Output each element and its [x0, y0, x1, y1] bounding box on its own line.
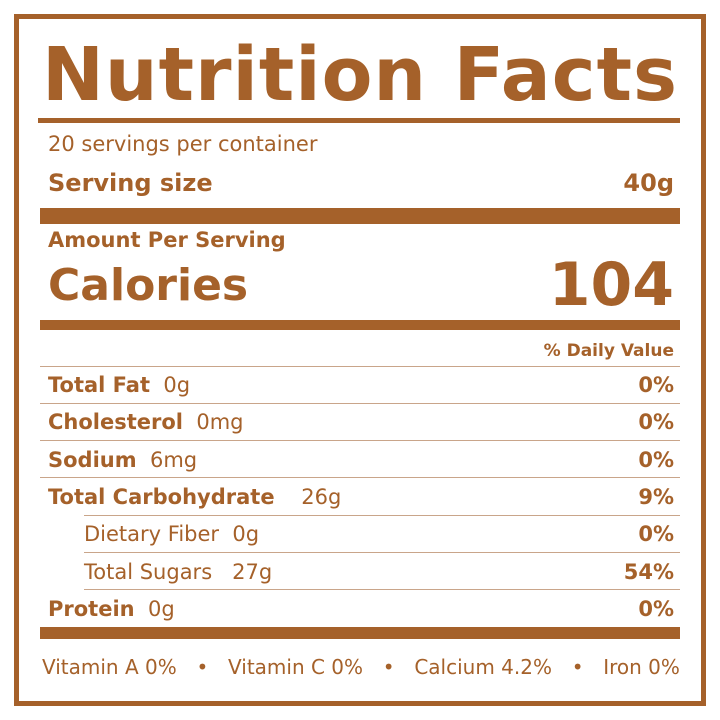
- vitamin-a: Vitamin A 0%: [42, 655, 177, 679]
- divider: [40, 366, 680, 367]
- daily-value-header-row: % Daily Value: [48, 336, 674, 366]
- calories-value: 104: [548, 250, 674, 320]
- nutrient-name: Dietary Fiber: [84, 522, 220, 546]
- nutrient-amount: 26g: [301, 485, 342, 509]
- nutrient-name: Total Sugars: [84, 560, 213, 584]
- divider: [40, 477, 680, 478]
- label-border: [14, 14, 706, 706]
- nutrient-row-total-sugars: Total Sugars 27g 54%: [84, 557, 674, 587]
- calcium: Calcium 4.2%: [414, 655, 552, 679]
- serving-size-label: Serving size: [48, 169, 213, 197]
- nutrient-row-dietary-fiber: Dietary Fiber 0g 0%: [84, 519, 674, 549]
- divider: [84, 552, 680, 553]
- nutrient-amount: 27g: [232, 560, 273, 584]
- nutrient-dv: 0%: [638, 597, 674, 621]
- title-word-facts: Facts: [453, 32, 678, 118]
- calories-label: Calories: [48, 259, 249, 311]
- nutrient-amount: 0mg: [196, 410, 244, 434]
- divider: [40, 403, 680, 404]
- nutrient-dv: 9%: [638, 485, 674, 509]
- nutrient-name: Cholesterol: [48, 410, 183, 434]
- vitamins-row: Vitamin A 0% • Vitamin C 0% • Calcium 4.…: [42, 655, 680, 679]
- separator-dot: •: [571, 655, 584, 679]
- calories-row: Calories 104: [48, 250, 674, 320]
- nutrient-name: Total Fat: [48, 373, 151, 397]
- iron: Iron 0%: [603, 655, 680, 679]
- servings-per-container: 20 servings per container: [48, 132, 318, 156]
- nutrient-row-sodium: Sodium 6mg 0%: [48, 445, 674, 475]
- nutrient-name: Total Carbohydrate: [48, 485, 275, 509]
- thick-divider: [40, 208, 680, 224]
- nutrient-dv: 0%: [638, 373, 674, 397]
- daily-value-header: % Daily Value: [543, 341, 674, 361]
- label-title: Nutrition Facts: [42, 30, 678, 120]
- nutrient-amount: 0g: [147, 597, 175, 621]
- bottom-divider: [40, 627, 680, 639]
- nutrient-row-protein: Protein 0g 0%: [48, 594, 674, 624]
- nutrient-dv: 0%: [638, 410, 674, 434]
- nutrient-dv: 0%: [638, 522, 674, 546]
- divider: [84, 515, 680, 516]
- amount-per-serving: Amount Per Serving: [48, 228, 286, 252]
- nutrient-name: Sodium: [48, 448, 137, 472]
- title-word-nutrition: Nutrition: [42, 32, 428, 118]
- separator-dot: •: [382, 655, 395, 679]
- nutrient-amount: 6mg: [149, 448, 198, 472]
- calories-divider: [40, 320, 680, 330]
- vitamin-c: Vitamin C 0%: [228, 655, 364, 679]
- nutrient-amount: 0g: [232, 522, 260, 546]
- serving-size-row: Serving size 40g: [48, 168, 674, 198]
- nutrient-name: Protein: [48, 597, 135, 621]
- serving-size-value: 40g: [623, 169, 674, 197]
- nutrient-row-cholesterol: Cholesterol 0mg 0%: [48, 407, 674, 437]
- nutrient-amount: 0g: [163, 373, 191, 397]
- nutrient-dv: 0%: [638, 448, 674, 472]
- divider: [84, 589, 680, 590]
- nutrient-dv: 54%: [623, 560, 674, 584]
- title-divider: [38, 118, 680, 123]
- nutrient-row-total-carbohydrate: Total Carbohydrate 26g 9%: [48, 482, 674, 512]
- nutrient-row-total-fat: Total Fat 0g 0%: [48, 370, 674, 400]
- separator-dot: •: [196, 655, 209, 679]
- divider: [40, 440, 680, 441]
